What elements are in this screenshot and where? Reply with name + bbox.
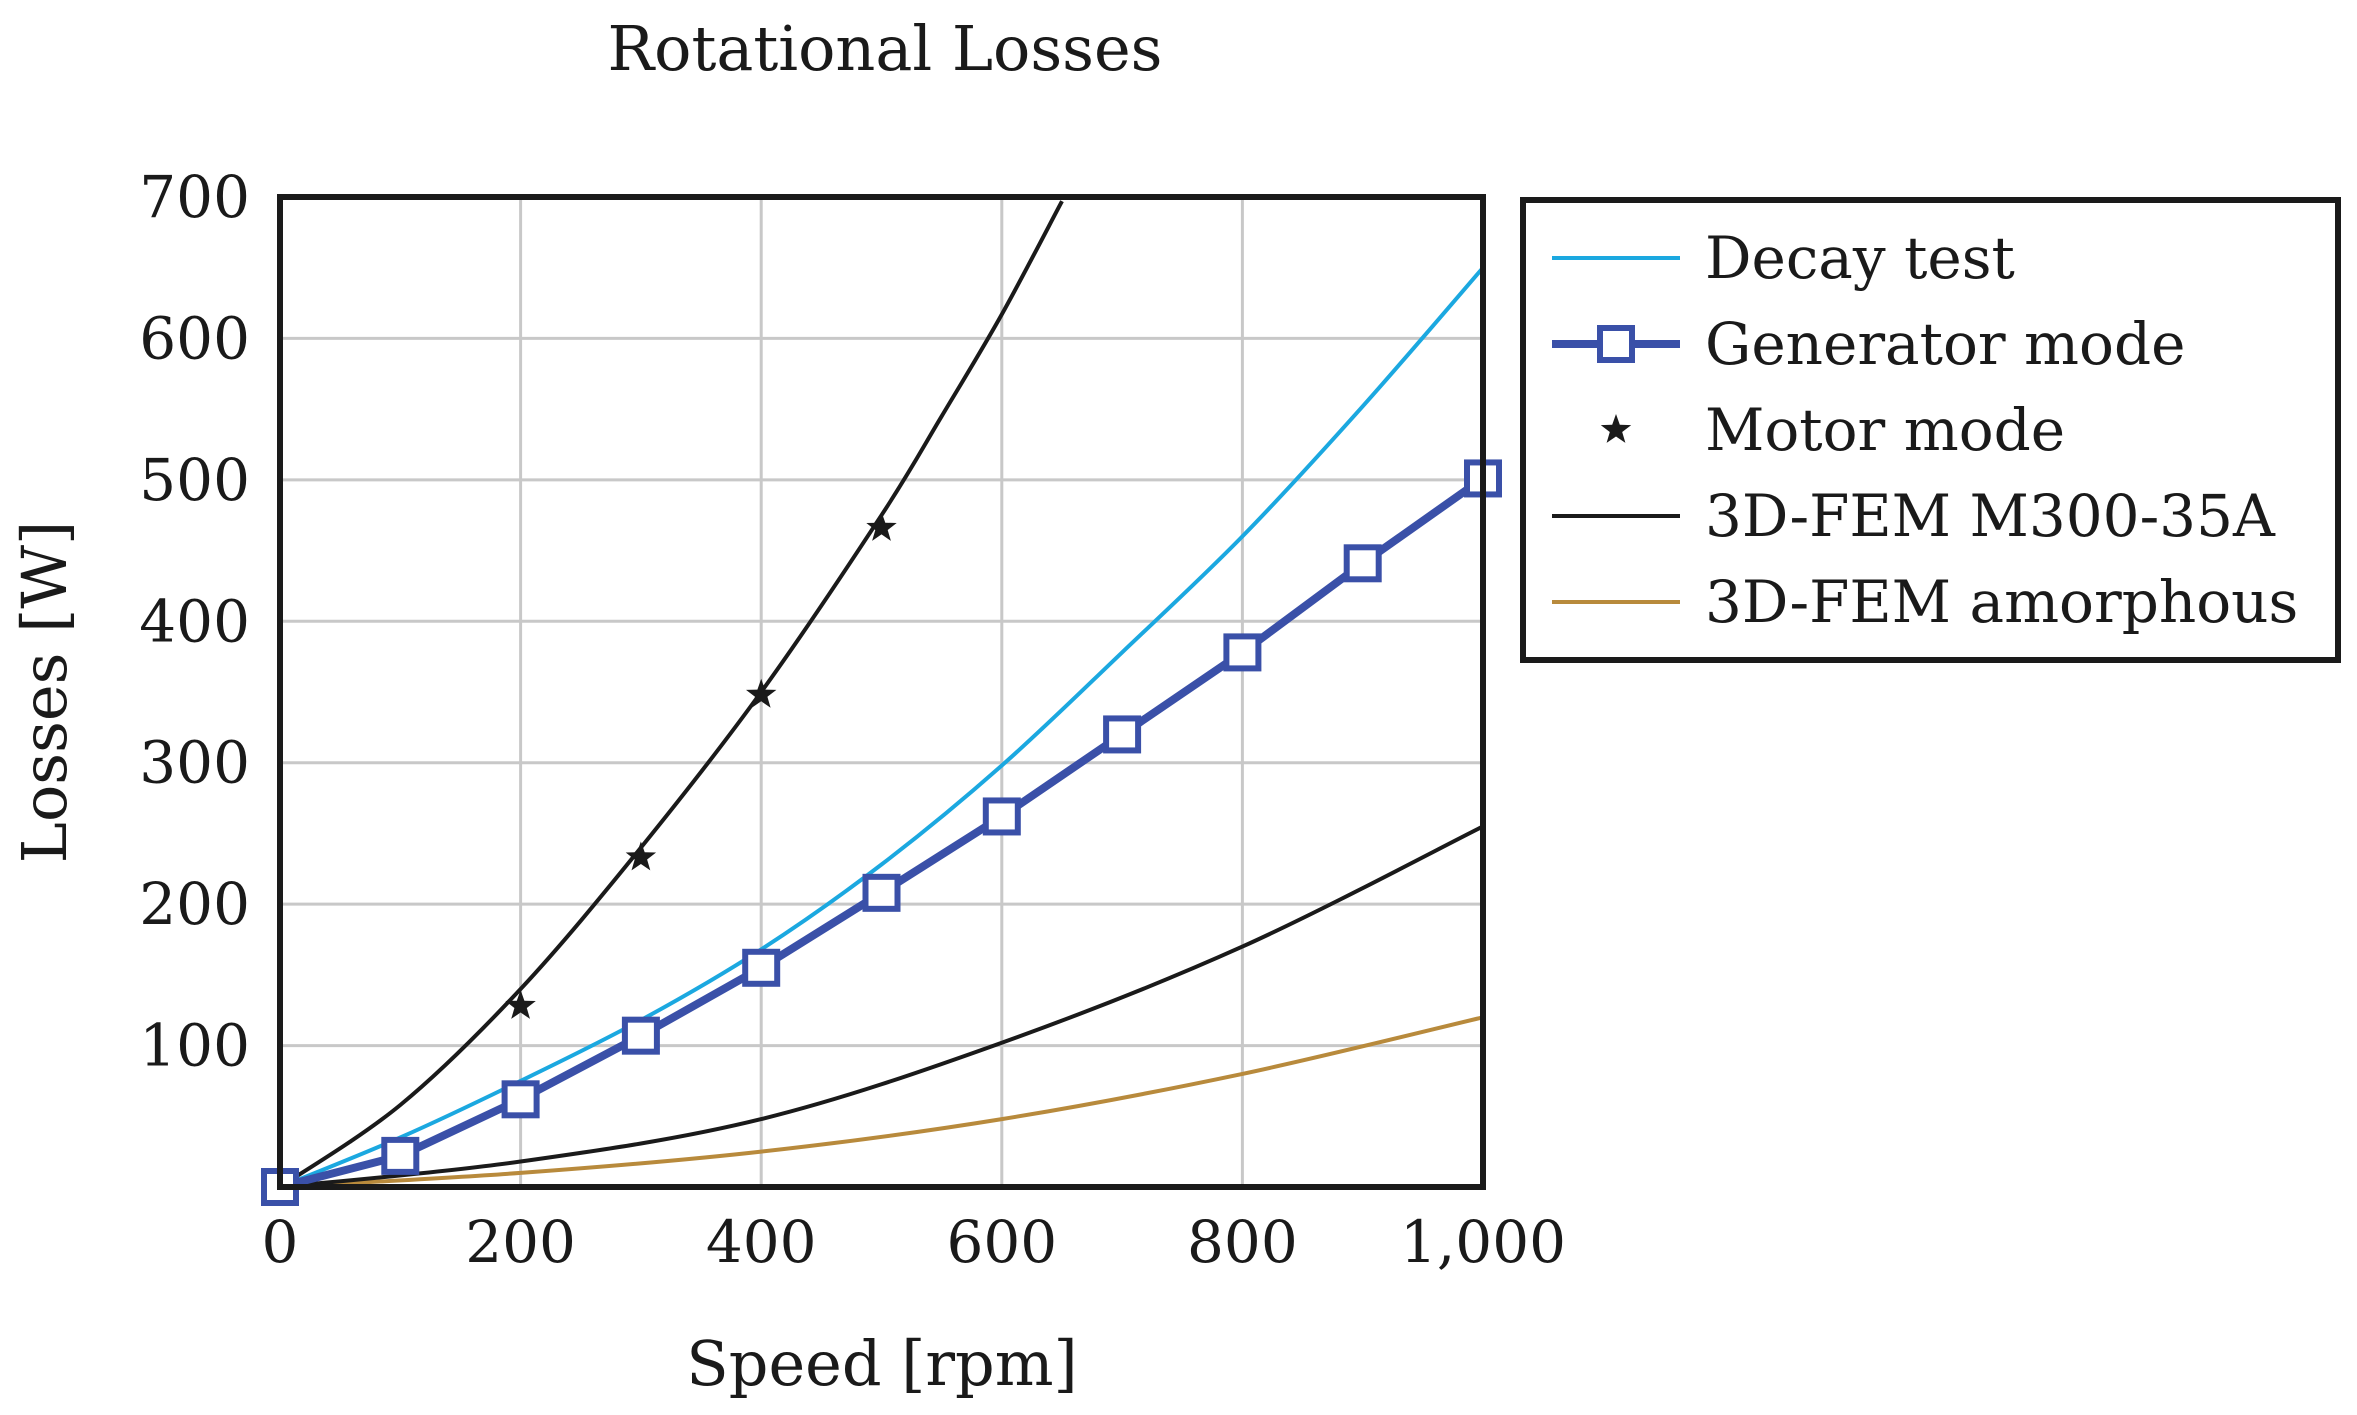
y-axis-label: Losses [W] — [8, 521, 81, 863]
series-lines — [280, 200, 1483, 1187]
y-tick-label-500: 500 — [139, 446, 250, 514]
series-line-3d-fem-m300-35a — [280, 200, 1064, 1187]
plot-frame — [277, 194, 1486, 1190]
legend-marker-motor-mode — [1600, 414, 1632, 443]
legend-label-motor-mode: Motor mode — [1705, 396, 2065, 464]
marker-motor-mode-500 — [866, 511, 897, 541]
marker-generator-mode-400 — [742, 948, 781, 987]
series-line-3d-fem-amorphous — [280, 1015, 1483, 1187]
legend-label-3d-fem-amorphous: 3D-FEM amorphous — [1705, 568, 2298, 636]
x-axis-tick-labels: 0 200 400 600 800 1,000 — [262, 1208, 1566, 1276]
x-tick-label-1000: 1,000 — [1400, 1208, 1566, 1276]
marker-motor-mode-200 — [505, 990, 536, 1019]
legend-entries: Decay test Generator mode Motor mode 3D-FEM… — [1552, 224, 2298, 636]
y-tick-label-200: 200 — [139, 870, 250, 938]
legend-label-generator-mode: Generator mode — [1705, 310, 2185, 378]
legend-box — [1520, 197, 2341, 663]
x-tick-label-0: 0 — [262, 1208, 299, 1276]
marker-generator-mode-900 — [1343, 544, 1382, 583]
legend-marker-generator-mode — [1597, 325, 1635, 363]
marker-generator-mode-200 — [501, 1080, 540, 1119]
marker-motor-mode-400 — [746, 678, 777, 708]
y-tick-label-400: 400 — [139, 587, 250, 655]
marker-generator-mode-100 — [381, 1136, 420, 1175]
grid-lines — [280, 197, 1483, 1187]
legend: Decay test Generator mode Motor mode 3D-FEM… — [1520, 197, 2341, 663]
marker-generator-mode-300 — [621, 1016, 660, 1055]
y-tick-label-600: 600 — [139, 304, 250, 372]
series-line-decay-test — [280, 266, 1483, 1187]
legend-label-decay-test: Decay test — [1705, 224, 2015, 292]
legend-label-3d-fem-m300-35a: 3D-FEM M300-35A — [1705, 482, 2276, 550]
marker-generator-mode-600 — [982, 797, 1021, 836]
series-line-3d-fem-m300-35a-lower — [280, 824, 1483, 1187]
y-tick-label-300: 300 — [139, 729, 250, 797]
y-axis-tick-labels: 100 200 300 400 500 600 700 — [139, 163, 250, 1080]
marker-generator-mode-800 — [1223, 633, 1262, 672]
x-axis-label: Speed [rpm] — [686, 1327, 1077, 1400]
marker-motor-mode-300 — [625, 841, 657, 871]
x-tick-label-600: 600 — [946, 1208, 1057, 1276]
x-tick-label-400: 400 — [706, 1208, 817, 1276]
series-markers — [261, 459, 1502, 1206]
y-tick-label-700: 700 — [139, 163, 250, 231]
series-line-generator-mode — [280, 475, 1483, 1187]
x-tick-label-200: 200 — [465, 1208, 576, 1276]
chart-title: Rotational Losses — [607, 12, 1162, 85]
marker-generator-mode-700 — [1103, 715, 1142, 754]
x-tick-label-800: 800 — [1187, 1208, 1298, 1276]
marker-generator-mode-500 — [862, 873, 901, 912]
y-tick-label-100: 100 — [139, 1012, 250, 1080]
